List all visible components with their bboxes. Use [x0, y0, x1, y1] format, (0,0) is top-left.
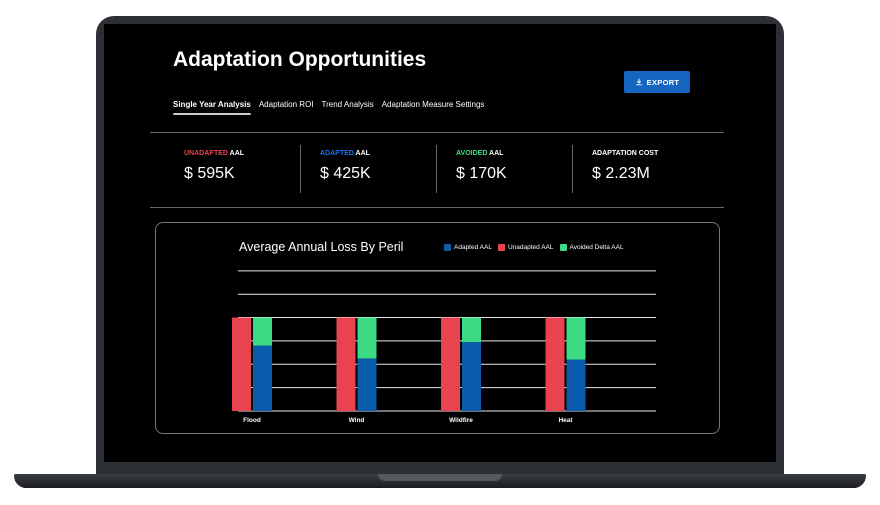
- chart-legend: Adapted AAL Unadapted AAL Avoided Delta …: [444, 244, 624, 251]
- chart-card: Average Annual Loss By Peril Adapted AAL…: [155, 222, 720, 434]
- kpi-prefix: AVOIDED: [456, 150, 488, 157]
- legend-label: Avoided Delta AAL: [569, 244, 624, 251]
- export-label: EXPORT: [646, 77, 680, 87]
- legend-swatch-avoided: [559, 244, 567, 251]
- bar-adapted: [462, 342, 481, 411]
- export-button[interactable]: EXPORT: [624, 71, 690, 93]
- kpi-suffix: AAL: [487, 150, 504, 157]
- kpi-adaptation-cost: ADAPTATION COST $ 2.23M: [592, 150, 658, 183]
- app-screen: Adaptation Opportunities EXPORT Single Y…: [104, 24, 776, 462]
- bar-adapted: [357, 358, 377, 411]
- kpi-divider: [300, 145, 301, 193]
- kpi-unadapted-aal: UNADAPTED AAL $ 595K: [184, 150, 244, 183]
- tab-adaptation-measure-settings[interactable]: Adaptation Measure Settings: [381, 100, 485, 109]
- x-tick-label: Wildfire: [449, 417, 473, 424]
- kpi-value: $ 595K: [184, 165, 235, 182]
- kpi-value: $ 425K: [320, 165, 371, 182]
- laptop-base: [14, 474, 866, 488]
- legend-label: Unadapted AAL: [507, 244, 554, 251]
- bar-unadapted: [336, 317, 356, 411]
- tab-single-year-analysis[interactable]: Single Year Analysis: [173, 100, 251, 115]
- x-tick-label: Heat: [558, 417, 573, 424]
- download-icon: [635, 78, 642, 86]
- kpi-avoided-aal: AVOIDED AAL $ 170K: [456, 150, 507, 183]
- kpi-label: AVOIDED AAL: [456, 150, 507, 157]
- legend-item-avoided[interactable]: Avoided Delta AAL: [559, 244, 624, 251]
- bar-avoided-delta: [566, 317, 586, 360]
- kpi-prefix: ADAPTED: [320, 150, 354, 157]
- kpi-label: UNADAPTED AAL: [184, 150, 244, 157]
- bar-adapted: [566, 359, 586, 411]
- kpi-suffix: ADAPTATION COST: [592, 150, 659, 157]
- tab-trend-analysis[interactable]: Trend Analysis: [321, 100, 374, 109]
- x-tick-label: Flood: [243, 417, 261, 424]
- legend-label: Adapted AAL: [454, 244, 492, 251]
- legend-item-adapted[interactable]: Adapted AAL: [444, 244, 492, 251]
- divider-bottom: [150, 207, 724, 208]
- chart-title: Average Annual Loss By Peril: [239, 240, 404, 254]
- kpi-divider: [572, 145, 573, 193]
- legend-item-unadapted[interactable]: Unadapted AAL: [497, 244, 554, 251]
- kpi-prefix: UNADAPTED: [184, 150, 228, 157]
- legend-swatch-adapted: [444, 244, 451, 251]
- divider-top: [150, 132, 724, 133]
- kpi-suffix: AAL: [353, 150, 370, 157]
- bar-avoided-delta: [253, 317, 272, 346]
- legend-swatch-unadapted: [497, 244, 505, 251]
- bar-avoided-delta: [462, 317, 481, 343]
- bar-avoided-delta: [357, 317, 377, 359]
- kpi-label: ADAPTED AAL: [320, 150, 371, 157]
- bar-adapted: [253, 345, 272, 411]
- tab-bar: Single Year Analysis Adaptation ROI Tren…: [173, 100, 484, 115]
- bar-unadapted: [441, 317, 460, 411]
- kpi-label: ADAPTATION COST: [592, 150, 658, 157]
- laptop-notch: [378, 474, 502, 481]
- kpi-value: $ 2.23M: [592, 165, 650, 182]
- kpi-value: $ 170K: [456, 165, 507, 182]
- tab-adaptation-roi[interactable]: Adaptation ROI: [258, 100, 314, 109]
- page-title: Adaptation Opportunities: [173, 48, 427, 71]
- bar-chart: Flood Wind Wildfire Heat: [232, 270, 656, 424]
- x-tick-label: Wind: [349, 417, 365, 424]
- bar-unadapted: [545, 317, 565, 411]
- kpi-suffix: AAL: [227, 150, 245, 157]
- kpi-divider: [436, 145, 437, 193]
- kpi-adapted-aal: ADAPTED AAL $ 425K: [320, 150, 371, 183]
- bar-unadapted: [232, 317, 251, 411]
